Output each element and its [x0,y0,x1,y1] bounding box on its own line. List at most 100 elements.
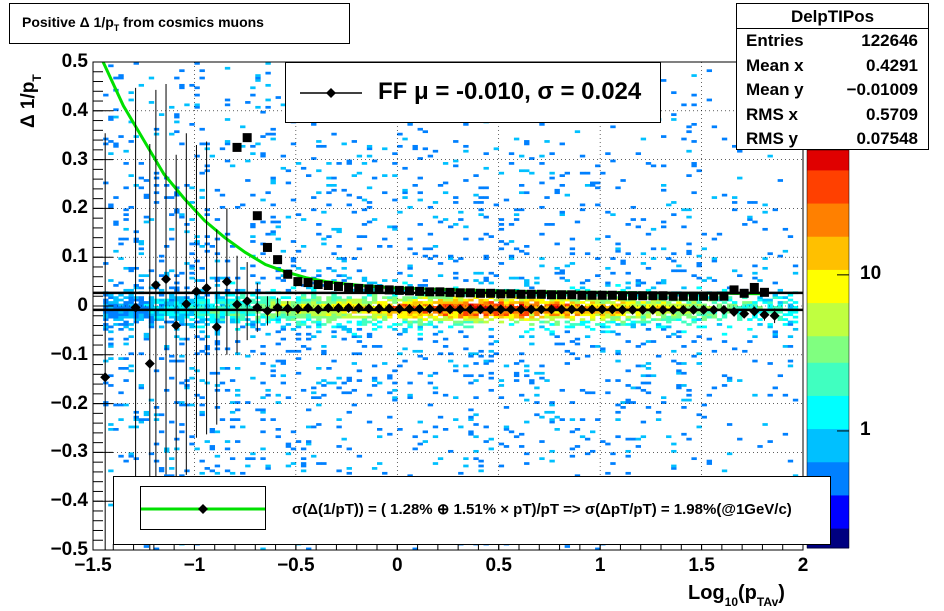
heatmap-cell [610,330,616,334]
heatmap-cell [148,325,155,329]
heatmap-cell [224,142,231,146]
heatmap-cell [250,320,256,324]
heatmap-cell [686,315,692,319]
heatmap-cell [787,320,794,324]
heatmap-cell [194,62,200,65]
heatmap-cell [133,320,139,324]
heatmap-cell [123,162,129,165]
heatmap-cell [336,445,342,448]
heatmap-cell [138,418,145,421]
heatmap-cell [767,310,773,314]
heatmap-cell [752,271,758,275]
heatmap-cell [270,374,276,378]
heatmap-cell [584,184,591,187]
heatmap-cell [503,303,510,307]
heatmap-cell [595,418,601,421]
heatmap-cell [194,103,200,107]
heatmap-cell [194,154,200,158]
stats-row: RMS x 0.5709 [737,103,928,128]
heatmap-cell [194,235,200,238]
heatmap-cell [194,335,200,339]
heatmap-cell [229,379,236,382]
y-tick-label: 0 [77,295,88,316]
heatmap-cell [539,301,545,304]
heatmap-cell [179,310,185,314]
heatmap-cell [164,447,170,451]
heatmap-cell [219,147,226,151]
heatmap-cell [574,301,581,304]
heatmap-cell [275,330,281,334]
heatmap-cell [432,215,439,219]
heatmap-cell [199,379,205,382]
heatmap-cell [224,310,231,314]
heatmap-cell [255,315,261,319]
heatmap-cell [574,306,581,309]
heatmap-cell [346,193,352,197]
heatmap-cell [224,306,231,309]
heatmap-cell [726,296,733,299]
heatmap-cell [635,445,642,448]
heatmap-cell [407,296,413,299]
heatmap-cell [508,257,515,260]
heatmap-cell [752,301,758,304]
heatmap-cell [711,386,718,390]
y-axis-label: Δ 1/pT [18,74,44,128]
heatmap-cell [696,425,702,429]
heatmap-cell [559,315,565,319]
heatmap-cell [671,201,677,204]
heatmap-cell [133,266,139,270]
heatmap-cell [650,303,657,307]
heatmap-cell [392,225,398,229]
heatmap-cell [407,247,413,251]
heatmap-cell [108,357,114,360]
heatmap-cell [590,301,596,304]
heatmap-cell [316,269,322,273]
data-point-diamond [516,304,527,315]
heatmap-cell [782,296,789,299]
heatmap-cell [270,176,276,180]
heatmap-cell [666,435,672,439]
heatmap-cell [189,303,195,307]
heatmap-cell [295,349,302,353]
heatmap-cell [448,315,454,319]
heatmap-cell [235,408,241,412]
data-point-diamond [211,321,222,332]
heatmap-cell [387,296,393,299]
heatmap-cell [169,457,175,461]
heatmap-cell [331,269,337,273]
heatmap-cell [615,242,621,246]
heatmap-cell [615,313,621,317]
heatmap-cell [544,313,550,317]
heatmap-cell [539,320,545,324]
heatmap-cell [579,154,586,158]
heatmap-cell [229,306,236,309]
heatmap-cell [270,313,276,317]
data-point-diamond [526,304,537,315]
data-point-square [445,287,455,297]
heatmap-cell [412,320,418,324]
heatmap-cell [549,303,555,307]
resolution-legend: σ(Δ(1/pT)) = ( 1.28% ⊕ 1.51% × pT)/pT =>… [113,476,831,545]
heatmap-cell [742,223,748,226]
data-point-diamond [597,304,608,315]
heatmap-cell [442,428,449,431]
heatmap-cell [138,420,145,424]
heatmap-cell [676,384,682,387]
heatmap-cell [508,240,515,243]
heatmap-cell [189,252,195,256]
heatmap-cell [696,306,702,309]
heatmap-cell [574,303,581,307]
data-point-square [475,288,485,298]
heatmap-cell [235,288,241,292]
heatmap-cell [696,352,702,356]
heatmap-cell [777,296,784,299]
heatmap-cell [158,288,165,292]
heatmap-cell [767,154,773,158]
heatmap-cell [235,313,241,317]
heatmap-cell [174,447,180,451]
heatmap-cell [103,306,109,309]
heatmap-cell [645,340,652,343]
heatmap-cell [787,306,794,309]
heatmap-cell [620,288,626,292]
data-point-square [678,291,688,301]
